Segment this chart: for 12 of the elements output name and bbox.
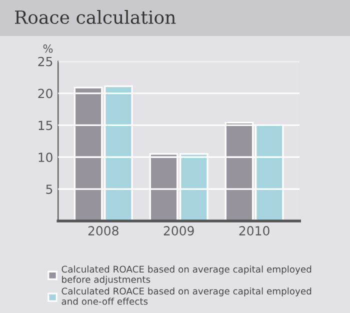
y-tick-label: 20	[38, 88, 52, 98]
x-tick-label: 2008	[88, 226, 118, 236]
x-tick-label: 2010	[239, 226, 270, 236]
y-tick-label: 5	[46, 184, 52, 194]
chart-title: Roace calculation	[14, 10, 176, 24]
y-tick-label: 10	[38, 152, 52, 162]
legend-label: Calculated ROACE based on average capital employed and one-off effects	[62, 287, 312, 305]
y-tick-label: 15	[38, 120, 52, 130]
y-axis-title: %	[43, 44, 53, 53]
x-tick-label: 2009	[164, 226, 194, 236]
y-tick-label: 25	[38, 56, 52, 66]
legend-label: Calculated ROACE based on average capital employed before adjustments	[62, 266, 312, 285]
